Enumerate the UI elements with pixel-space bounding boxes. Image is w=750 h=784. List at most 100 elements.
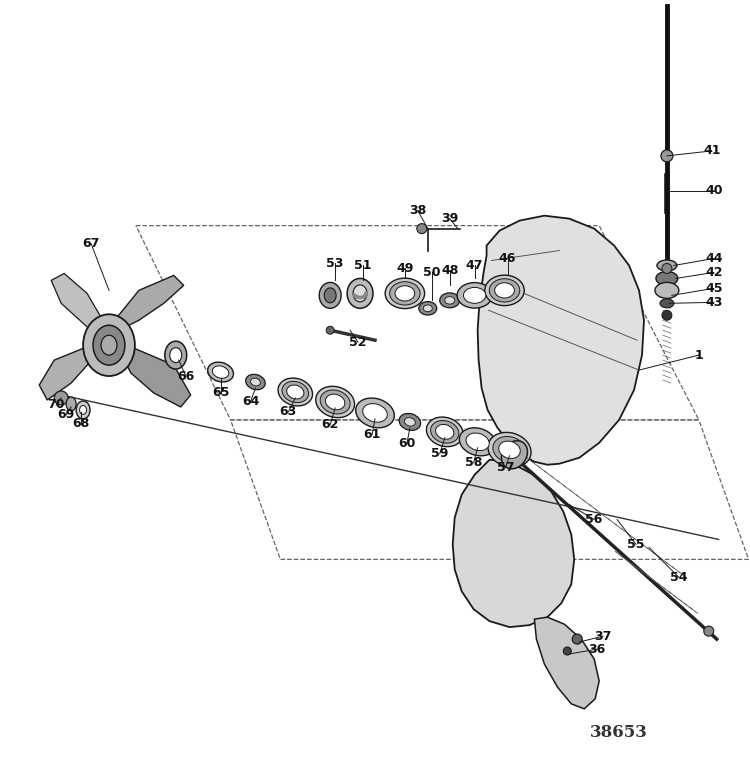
Text: 56: 56 [586, 513, 603, 526]
Text: 65: 65 [212, 387, 230, 400]
Ellipse shape [93, 325, 125, 365]
Text: 42: 42 [705, 266, 722, 279]
Circle shape [326, 326, 334, 334]
Ellipse shape [457, 282, 492, 308]
Ellipse shape [499, 441, 520, 459]
Text: 46: 46 [499, 252, 516, 265]
Text: 49: 49 [396, 262, 413, 275]
Ellipse shape [399, 413, 421, 430]
Text: 70: 70 [47, 398, 65, 412]
Text: 45: 45 [705, 282, 722, 295]
Ellipse shape [657, 260, 677, 271]
Text: 40: 40 [705, 184, 722, 198]
Ellipse shape [660, 299, 674, 308]
Text: 41: 41 [703, 144, 721, 158]
Circle shape [358, 296, 362, 299]
Text: 55: 55 [627, 538, 645, 551]
Text: 64: 64 [242, 395, 260, 408]
Circle shape [364, 292, 368, 296]
Text: 47: 47 [466, 259, 484, 272]
Ellipse shape [440, 293, 460, 308]
Circle shape [662, 310, 672, 321]
Ellipse shape [66, 397, 76, 411]
Text: 67: 67 [82, 237, 100, 250]
Ellipse shape [76, 401, 90, 419]
Ellipse shape [208, 362, 233, 382]
Ellipse shape [436, 424, 454, 439]
Text: 37: 37 [595, 630, 612, 643]
Ellipse shape [83, 314, 135, 376]
Ellipse shape [356, 398, 395, 428]
Text: 61: 61 [363, 428, 381, 441]
Ellipse shape [502, 441, 527, 469]
Circle shape [704, 626, 714, 636]
Text: 48: 48 [441, 264, 458, 277]
Ellipse shape [286, 385, 304, 399]
Text: 66: 66 [177, 369, 194, 383]
Text: 50: 50 [423, 266, 440, 279]
Ellipse shape [489, 279, 520, 302]
Ellipse shape [212, 366, 229, 379]
Text: 57: 57 [496, 461, 514, 474]
Ellipse shape [165, 341, 187, 369]
Ellipse shape [353, 285, 367, 302]
Circle shape [353, 293, 357, 297]
Text: 44: 44 [705, 252, 722, 265]
Text: 39: 39 [441, 212, 458, 225]
Ellipse shape [495, 283, 514, 298]
Circle shape [54, 391, 68, 405]
Circle shape [662, 263, 672, 274]
Ellipse shape [324, 288, 336, 303]
Text: 54: 54 [670, 571, 688, 584]
Ellipse shape [320, 282, 341, 308]
Ellipse shape [404, 418, 416, 426]
Ellipse shape [251, 378, 260, 386]
Text: 68: 68 [73, 417, 90, 430]
Text: 60: 60 [398, 437, 416, 450]
Ellipse shape [282, 381, 308, 403]
Ellipse shape [395, 285, 415, 301]
Polygon shape [123, 345, 190, 407]
Polygon shape [453, 459, 574, 627]
Circle shape [355, 295, 359, 299]
Polygon shape [535, 617, 599, 709]
Circle shape [417, 223, 427, 234]
Ellipse shape [493, 437, 526, 463]
Ellipse shape [80, 405, 86, 415]
Ellipse shape [390, 281, 420, 305]
Text: 59: 59 [431, 447, 448, 460]
Polygon shape [39, 345, 95, 400]
Ellipse shape [363, 404, 387, 423]
Ellipse shape [316, 387, 355, 418]
Ellipse shape [386, 278, 424, 309]
Text: 53: 53 [326, 257, 344, 270]
Ellipse shape [320, 390, 350, 414]
Polygon shape [109, 275, 184, 329]
Text: 36: 36 [589, 643, 606, 655]
Ellipse shape [170, 347, 182, 363]
Ellipse shape [278, 378, 313, 406]
Ellipse shape [656, 271, 678, 285]
Text: 69: 69 [58, 408, 75, 422]
Ellipse shape [430, 420, 459, 443]
Text: 52: 52 [350, 336, 367, 349]
Ellipse shape [427, 417, 463, 447]
Ellipse shape [423, 305, 432, 312]
Ellipse shape [459, 428, 496, 456]
Ellipse shape [246, 374, 266, 390]
Circle shape [363, 293, 368, 297]
Polygon shape [478, 216, 644, 465]
Circle shape [572, 634, 582, 644]
Text: 1: 1 [694, 349, 703, 361]
Polygon shape [51, 274, 101, 333]
Text: 38: 38 [410, 204, 427, 217]
Circle shape [661, 150, 673, 162]
Ellipse shape [347, 278, 373, 308]
Ellipse shape [326, 394, 345, 410]
Circle shape [361, 295, 365, 299]
Ellipse shape [101, 336, 117, 355]
Ellipse shape [484, 275, 524, 306]
Ellipse shape [419, 302, 436, 315]
Ellipse shape [445, 296, 454, 304]
Text: 43: 43 [705, 296, 722, 309]
